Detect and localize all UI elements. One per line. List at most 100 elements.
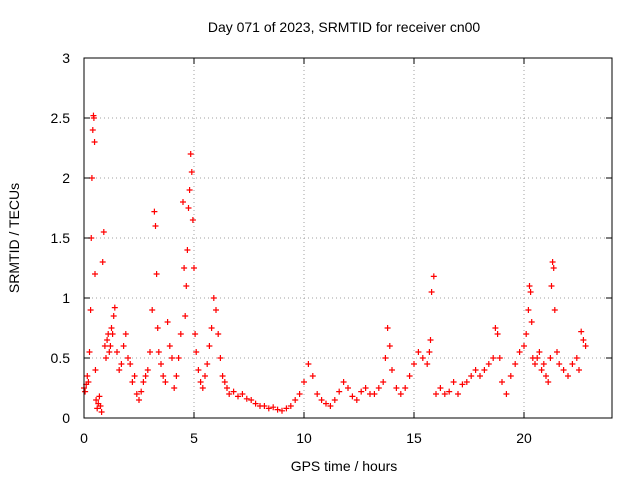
data-point [292,397,299,403]
data-point [406,373,413,379]
data-point [192,331,199,337]
data-point [349,393,356,400]
data-point [82,388,89,395]
data-point [576,367,582,373]
data-point [116,367,123,373]
data-point [523,331,530,337]
data-point [424,361,431,367]
data-point [164,319,171,325]
x-tick-label: 10 [296,430,312,446]
data-point [189,217,196,223]
data-point [99,259,106,265]
data-point [120,343,127,349]
data-point [103,355,109,361]
data-point [554,349,560,355]
data-point [171,385,178,391]
data-point [154,325,161,331]
data-point [565,373,571,379]
data-point [129,379,136,385]
data-point [433,391,439,397]
data-point [261,403,268,409]
x-tick-labels: 0 5 10 15 20 [80,430,532,446]
y-tick-label: 2.5 [51,110,71,126]
data-point [427,337,434,343]
axis-ticks [83,57,612,419]
data-point [122,331,129,337]
y-tick-label: 0 [62,410,70,426]
data-point [93,397,100,403]
data-point [173,373,180,379]
data-point [309,373,316,379]
data-point [389,367,395,373]
data-point [532,361,538,367]
y-tick-labels: 0 0.5 1 1.5 2 2.5 3 [51,50,71,426]
y-tick-label: 1.5 [51,230,71,246]
data-point [100,229,107,235]
y-tick-label: 2 [62,170,70,186]
data-point [560,367,567,373]
data-point [86,349,93,355]
data-point [468,373,475,379]
data-point [215,331,222,337]
data-point [540,361,547,367]
data-point [133,391,140,397]
data-point [402,385,409,391]
data-point [507,373,514,379]
data-point [226,391,233,397]
data-point [441,391,448,397]
data-point [538,367,545,373]
data-point [455,391,461,397]
data-point [477,373,483,379]
data-point [362,385,369,391]
data-point [187,151,194,157]
data-point [90,115,97,121]
data-point [87,307,94,313]
data-point [384,325,391,331]
data-point [186,187,193,193]
data-point [296,391,303,397]
data-point [287,403,294,409]
data-point [265,405,272,412]
data-point [138,388,145,395]
data-point [551,307,558,313]
data-point [219,373,226,379]
data-point [125,355,131,361]
data-point [144,367,151,373]
data-point [472,367,479,373]
data-point [106,349,113,355]
data-point [279,407,285,414]
x-axis-label: GPS time / hours [291,458,398,474]
data-point [521,343,527,349]
data-point [197,379,204,385]
data-point [582,343,589,349]
data-point [131,373,138,379]
data-point [84,373,91,379]
data-point [353,397,360,403]
data-point [206,343,213,349]
data-point [358,388,365,395]
data-point [525,307,532,313]
data-point [327,403,334,409]
x-tick-label: 0 [80,430,88,446]
data-point [578,328,585,335]
data-point [569,361,576,367]
x-tick-label: 5 [190,430,198,446]
data-point [243,395,250,402]
data-point [92,271,98,277]
data-point [140,379,147,385]
data-point [548,283,555,289]
data-point [536,349,543,355]
data-point [382,355,389,361]
data-point [430,273,437,280]
data-point [127,361,134,367]
data-point [274,406,281,413]
data-point [191,265,197,271]
data-point [85,379,92,385]
data-point [202,373,208,379]
data-point [188,169,195,175]
data-point [516,349,523,355]
data-point [109,331,116,337]
data-point [111,304,118,311]
data-point [248,397,255,403]
